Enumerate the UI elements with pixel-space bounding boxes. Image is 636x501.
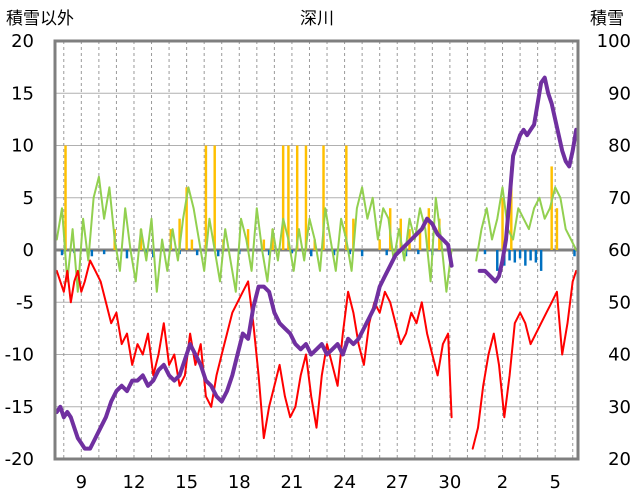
bar-positive — [64, 145, 67, 250]
x-tick-label: 2 — [497, 472, 508, 493]
bar-positive — [185, 187, 188, 250]
bar-negative — [145, 250, 148, 256]
bar-positive — [322, 145, 325, 250]
bar-positive — [345, 145, 348, 250]
y-left-tick-label: -10 — [5, 345, 34, 366]
bar-positive — [204, 145, 208, 250]
bar-positive — [304, 145, 308, 250]
y-left-tick-label: -15 — [5, 397, 34, 418]
bar-negative — [348, 250, 352, 255]
bar-positive — [550, 166, 553, 250]
y-left-tick-label: -5 — [16, 292, 34, 313]
bar-negative — [360, 250, 364, 257]
bar-positive — [555, 208, 559, 250]
bar-positive — [271, 229, 274, 250]
series-line — [54, 216, 454, 451]
bar-positive — [510, 166, 513, 250]
chart-title: 深川 — [300, 9, 334, 29]
y-right-tick-label: 100 — [597, 31, 631, 52]
bar-negative — [496, 250, 499, 271]
bar-negative — [102, 250, 106, 255]
series-lines — [54, 75, 579, 451]
bar-negative — [310, 250, 313, 257]
right-axis-label: 積雪 — [590, 9, 624, 29]
y-right-tick-label: 40 — [608, 345, 631, 366]
bar-positive — [352, 218, 355, 250]
bar-negative — [385, 250, 388, 256]
y-right-tick-label: 60 — [608, 240, 631, 261]
y-left-tick-label: 20 — [11, 31, 34, 52]
x-axis-ticks: 9 12 15 18 21 24 27 30 2 5 — [76, 472, 561, 493]
bar-negative — [534, 250, 538, 263]
series-line — [475, 186, 578, 262]
bar-positive — [246, 229, 250, 250]
y-right-tick-label: 80 — [608, 136, 631, 157]
bar-positive — [287, 145, 290, 250]
bar-positive — [178, 218, 181, 250]
bar-positive — [262, 239, 266, 250]
y-left-tick-label: -20 — [5, 449, 34, 470]
plot-frame — [53, 39, 580, 461]
y-left-tick-label: 15 — [11, 83, 34, 104]
y-right-tick-label: 70 — [608, 188, 631, 209]
bar-positive — [281, 145, 285, 250]
x-tick-label: 27 — [386, 472, 409, 493]
bar-negative — [332, 250, 336, 256]
bar-negative — [539, 250, 543, 271]
y-right-tick-label: 90 — [608, 83, 631, 104]
bar-negative — [513, 250, 517, 263]
y-left-tick-label: 10 — [11, 136, 34, 157]
bar-positive — [213, 145, 216, 250]
bar-negative — [125, 250, 129, 259]
bar-negative — [529, 250, 532, 261]
bar-negative — [518, 250, 522, 259]
bar-negative — [508, 250, 511, 261]
x-tick-label: 21 — [280, 472, 303, 493]
bar-positive — [378, 239, 381, 250]
bar-negative — [573, 250, 576, 257]
bar-positive — [427, 208, 431, 250]
bar-positive — [501, 197, 504, 250]
y-left-tick-label: 5 — [23, 188, 34, 209]
x-tick-label: 12 — [123, 472, 146, 493]
bar-negative — [216, 250, 220, 257]
bar-negative — [267, 250, 271, 256]
x-tick-label: 24 — [333, 472, 356, 493]
bar-negative — [290, 250, 294, 254]
bar-negative — [195, 250, 199, 256]
series-line — [55, 175, 453, 293]
x-tick-label: 5 — [549, 472, 560, 493]
series-line — [471, 269, 578, 450]
x-tick-label: 18 — [228, 472, 251, 493]
bar-positive — [190, 239, 194, 250]
bar-positive — [139, 229, 143, 250]
series-line — [477, 75, 579, 284]
right-axis-ticks: 20 30 40 50 60 70 80 90 100 — [597, 31, 631, 470]
bar-negative — [60, 250, 64, 256]
bar-negative — [524, 250, 527, 266]
y-right-tick-label: 20 — [608, 449, 631, 470]
bar-negative — [417, 250, 420, 255]
bar-positive — [418, 229, 422, 250]
bar-negative — [483, 250, 487, 255]
x-tick-label: 30 — [438, 472, 461, 493]
bar-positive — [295, 145, 299, 250]
bar-negative — [90, 250, 94, 257]
y-left-tick-label: 0 — [23, 240, 34, 261]
x-tick-label: 15 — [175, 472, 198, 493]
y-right-tick-label: 30 — [608, 397, 631, 418]
left-axis-label: 積雪以外 — [6, 9, 74, 29]
left-axis-ticks: -20 -15 -10 -5 0 5 10 15 20 — [5, 31, 34, 470]
x-tick-label: 9 — [76, 472, 87, 493]
series-line — [55, 259, 453, 440]
y-right-tick-label: 50 — [608, 292, 631, 313]
